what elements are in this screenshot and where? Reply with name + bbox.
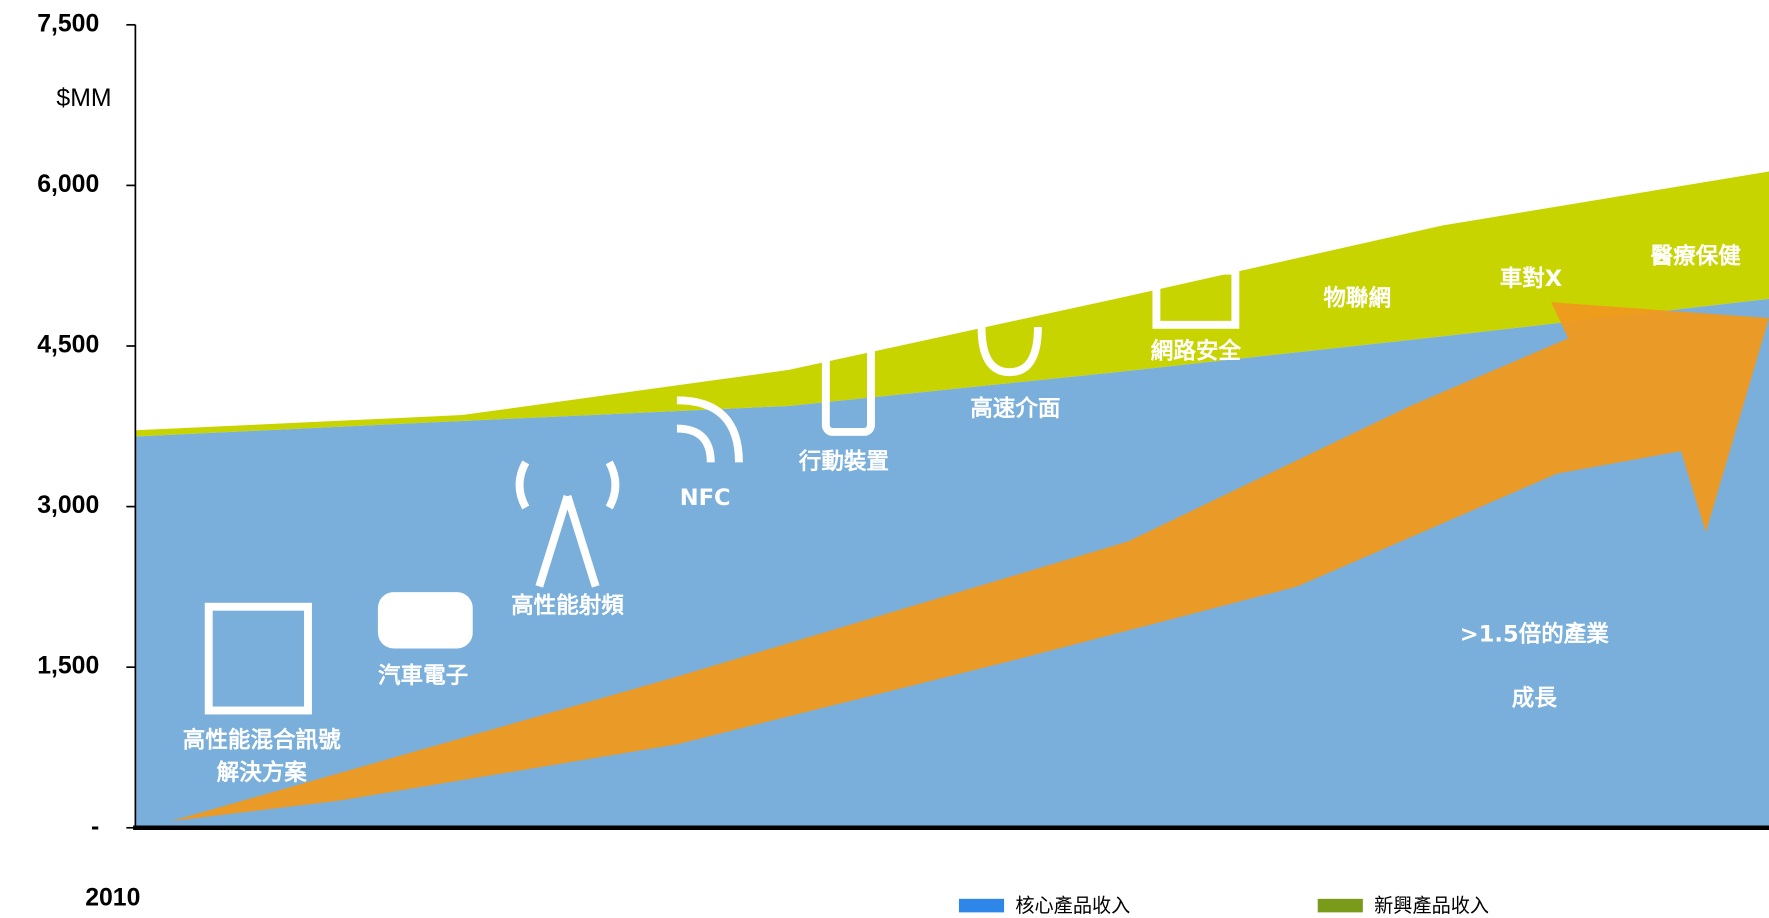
y-tick-label: 6,000 bbox=[37, 171, 99, 198]
annotation: 高速介面 bbox=[970, 395, 1060, 422]
annotation: 行動裝置 bbox=[798, 448, 889, 475]
y-tick-label: 3,000 bbox=[37, 492, 99, 519]
y-tick-label: - bbox=[91, 813, 99, 840]
annotation: 成長 bbox=[1512, 686, 1558, 712]
annotation: 物聯網 bbox=[1323, 284, 1391, 311]
area bbox=[135, 171, 1769, 437]
annotation: 網路安全 bbox=[1151, 337, 1242, 364]
y-tick-label: 7,500 bbox=[37, 10, 99, 37]
lock-icon bbox=[1152, 266, 1240, 329]
icons bbox=[204, 266, 1240, 715]
antenna-icon bbox=[515, 460, 620, 588]
growth-arrow bbox=[171, 302, 1769, 822]
puzzle-icon bbox=[204, 602, 312, 715]
annotation: 高性能混合訊號 bbox=[183, 726, 341, 753]
annotation: 醫療保健 bbox=[1651, 243, 1742, 270]
legend-label: 核心產品收入 bbox=[1015, 894, 1130, 917]
nfc-icon bbox=[676, 396, 743, 463]
y-tick-label: 4,500 bbox=[37, 332, 99, 359]
annotation: NFC bbox=[680, 485, 731, 511]
annotation: >1.5倍的產業 bbox=[1460, 620, 1610, 647]
x-tick-label: 2010 bbox=[85, 884, 140, 911]
legend-label: 新興產品收入 bbox=[1374, 894, 1489, 917]
annotation: 汽車電子 bbox=[378, 663, 468, 689]
legend-swatch bbox=[1317, 898, 1363, 913]
car-icon bbox=[377, 592, 473, 649]
annotation: 車對X bbox=[1500, 266, 1562, 292]
unit-label: $MM bbox=[56, 85, 111, 112]
interface-icon bbox=[977, 326, 1042, 377]
annotation: 解決方案 bbox=[217, 759, 308, 786]
annotation: 高性能射頻 bbox=[511, 592, 624, 619]
y-tick-label: 1,500 bbox=[37, 653, 99, 680]
legend-swatch bbox=[958, 898, 1005, 913]
phone-icon bbox=[821, 340, 875, 436]
